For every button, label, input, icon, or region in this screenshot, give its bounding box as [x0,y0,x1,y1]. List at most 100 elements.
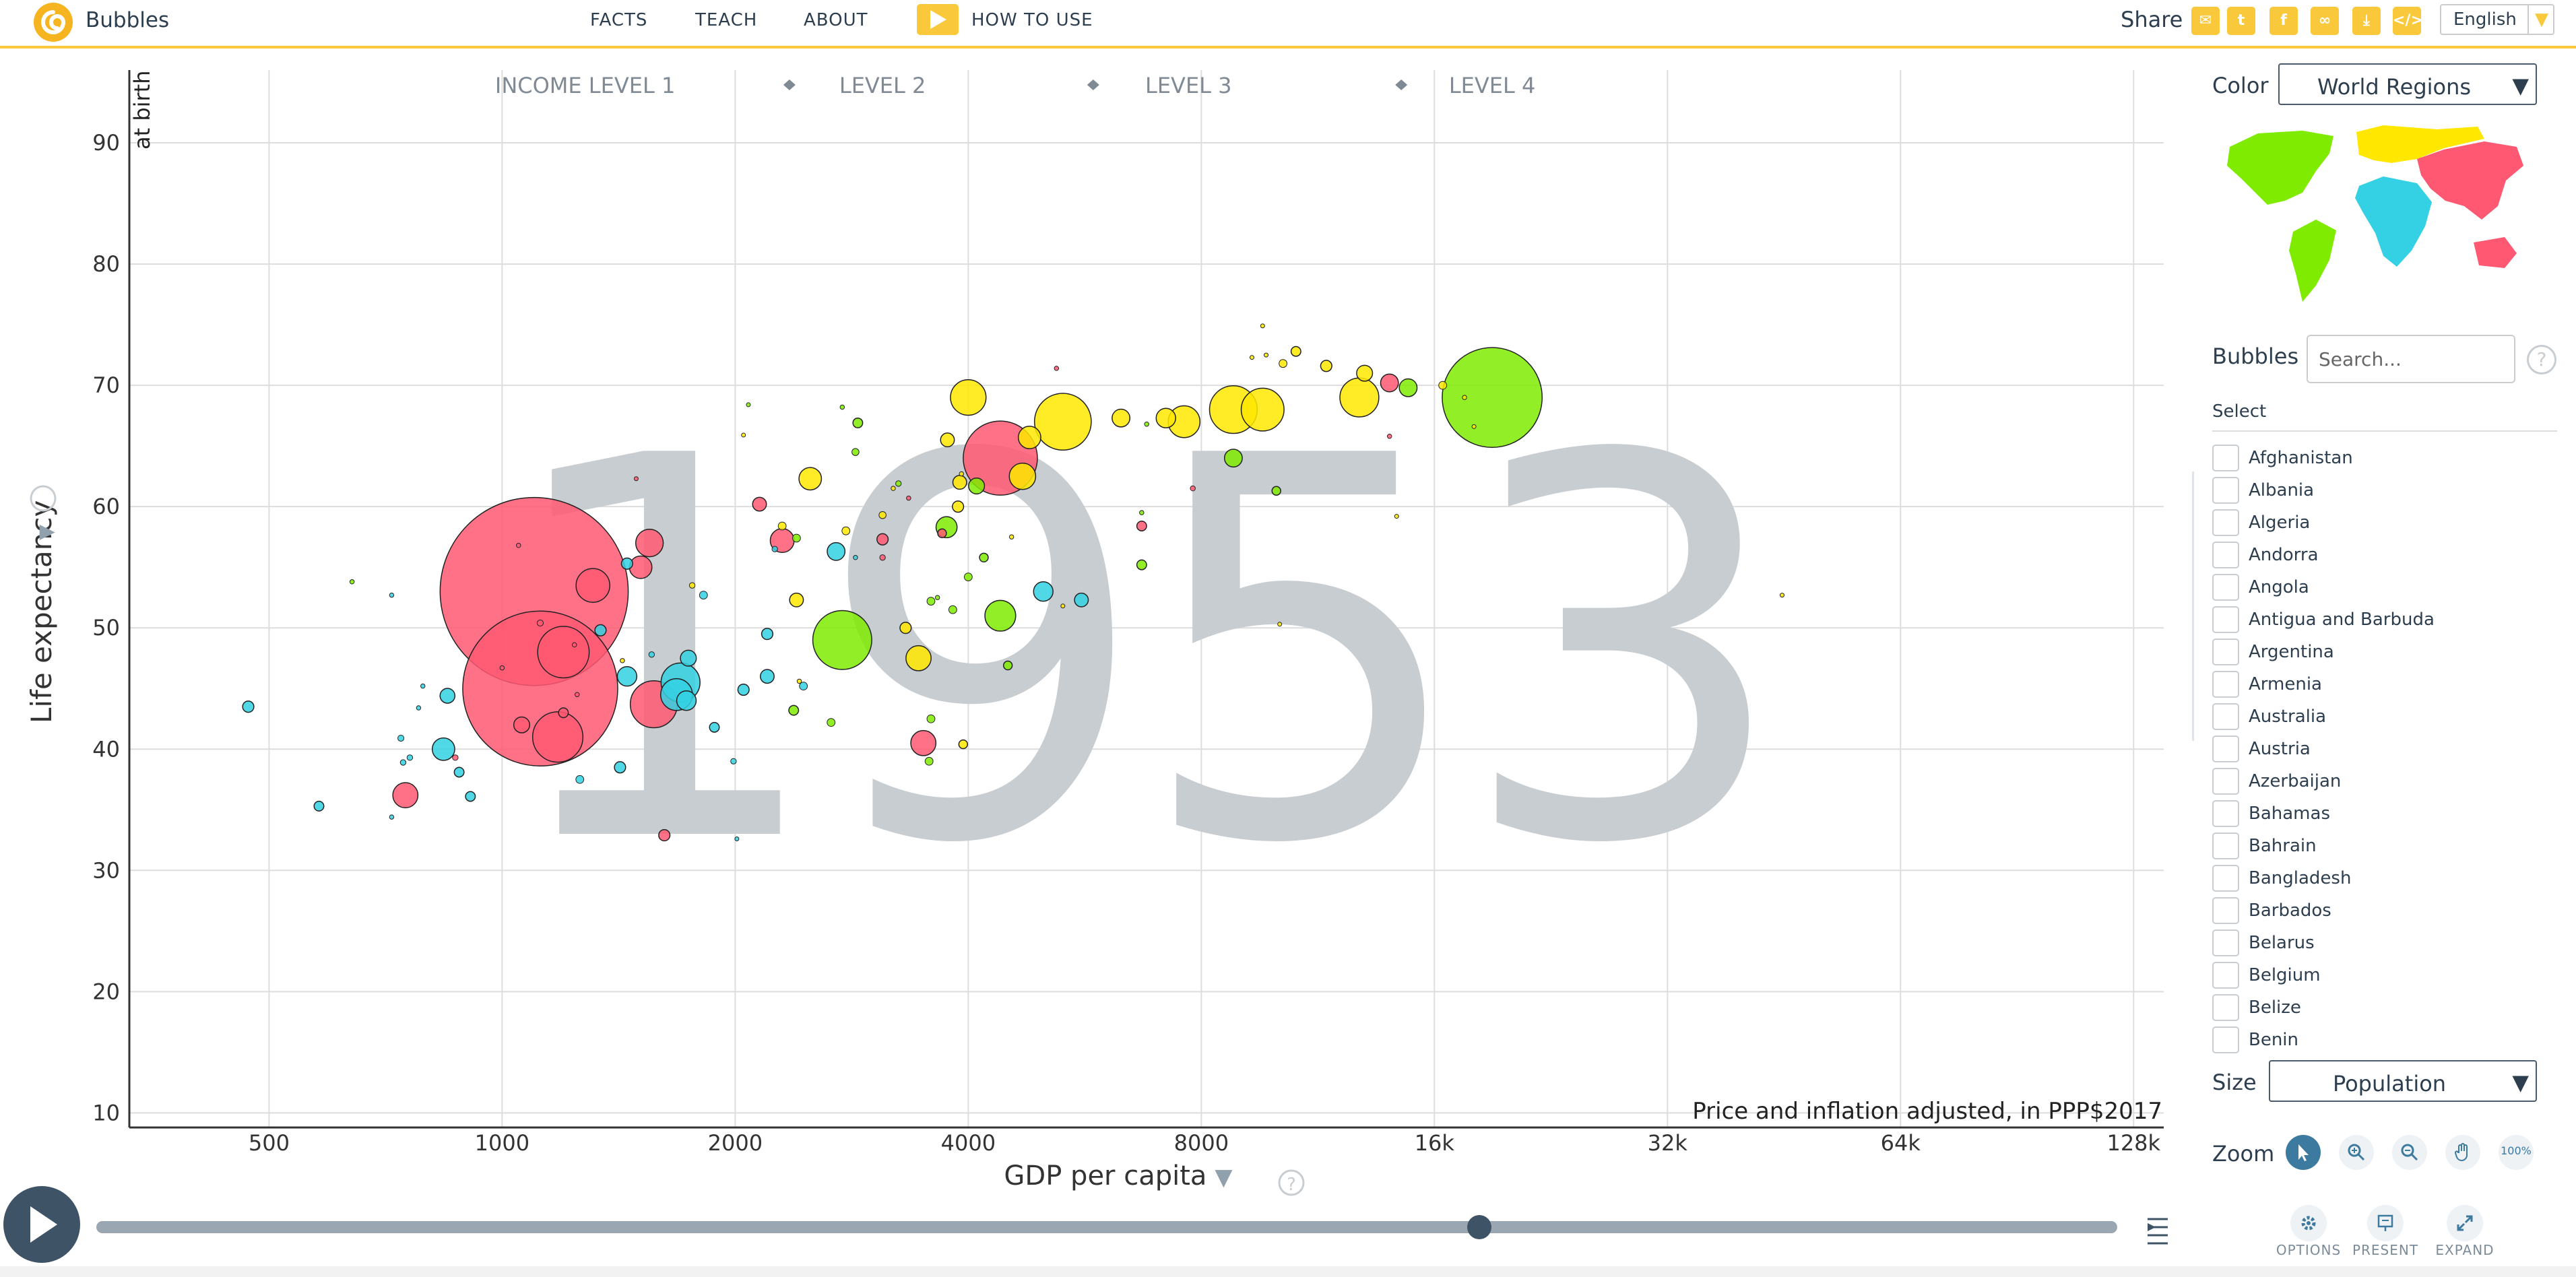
bubble[interactable] [879,554,886,561]
bubble[interactable] [1144,422,1149,427]
nav-facts[interactable]: FACTS [590,10,648,30]
mail-icon[interactable]: ✉ [2191,7,2220,35]
bubble[interactable] [979,552,989,562]
nav-how-to-use[interactable]: HOW TO USE [971,10,1093,30]
bubble[interactable] [1779,593,1784,598]
expand-button[interactable] [2447,1205,2483,1241]
country-item[interactable]: Belarus [2212,927,2576,959]
app-title[interactable]: Bubbles [86,8,170,32]
bubble[interactable] [406,754,414,761]
country-checkbox[interactable] [2212,735,2239,762]
bubble[interactable] [499,665,505,671]
country-item[interactable]: Bahamas [2212,797,2576,830]
country-item[interactable]: Bangladesh [2212,862,2576,894]
bubble[interactable] [536,619,544,627]
country-checkbox[interactable] [2212,574,2239,601]
cursor-tool-button[interactable] [2286,1135,2321,1170]
bubble[interactable] [741,432,746,438]
bubble[interactable] [575,775,585,784]
link-icon[interactable]: ∞ [2311,7,2339,35]
bubble[interactable] [798,467,823,491]
bubble[interactable] [1271,486,1281,496]
bubble[interactable] [313,800,325,812]
bubble[interactable] [899,622,912,634]
bubble[interactable] [910,729,937,756]
bubble[interactable] [572,642,577,648]
bubble[interactable] [616,666,638,687]
country-item[interactable]: Antigua and Barbuda [2212,603,2576,636]
country-checkbox[interactable] [2212,638,2239,665]
country-checkbox[interactable] [2212,1026,2239,1053]
bubble[interactable] [1290,346,1301,357]
bubble[interactable] [575,692,580,697]
country-item[interactable]: Afghanistan [2212,442,2576,474]
bubble[interactable] [688,582,696,589]
country-item[interactable]: Australia [2212,700,2576,733]
zoom-in-button[interactable] [2339,1135,2374,1170]
bubble[interactable] [788,705,800,716]
bubble[interactable] [1249,355,1254,360]
bubble[interactable] [399,759,407,766]
nav-about[interactable]: ABOUT [804,10,868,30]
twitter-icon[interactable]: t [2227,7,2255,35]
bubble[interactable] [1190,485,1196,492]
bubble[interactable] [513,716,531,733]
bubble[interactable] [934,595,940,600]
bubble[interactable] [1398,378,1418,397]
svg-text:GDP per capita▼[interactable]: GDP per capita ▼ [1004,1160,1233,1191]
africa-region[interactable] [2355,176,2432,267]
x-axis-help-icon[interactable] [1278,1169,1305,1196]
country-item[interactable]: Belize [2212,991,2576,1024]
bubble[interactable] [699,591,708,599]
bubble[interactable] [851,448,860,456]
country-list-scrollbar[interactable] [2192,471,2194,741]
bubble[interactable] [1112,408,1131,428]
bubble[interactable] [1438,381,1448,390]
country-item[interactable]: Austria [2212,733,2576,765]
bubble[interactable] [905,645,932,672]
bubble[interactable] [771,546,778,552]
bubble[interactable] [537,626,590,679]
pan-hand-button[interactable] [2445,1135,2480,1170]
country-checkbox[interactable] [2212,832,2239,859]
country-item[interactable]: Armenia [2212,668,2576,700]
zoom-out-button[interactable] [2392,1135,2427,1170]
bubble[interactable] [1240,387,1285,432]
country-checkbox[interactable] [2212,542,2239,568]
bubble[interactable] [1223,449,1243,468]
bubble[interactable] [891,486,896,491]
country-item[interactable]: Benin [2212,1024,2576,1056]
bubble[interactable] [948,605,957,614]
y-axis-help-icon[interactable] [30,485,57,512]
country-item[interactable]: Algeria [2212,506,2576,539]
bubble[interactable] [926,714,936,723]
play-button[interactable] [3,1186,80,1263]
bubble[interactable] [431,737,455,761]
bubble[interactable] [620,658,625,663]
bubble[interactable] [963,572,973,581]
size-select[interactable]: Population ▼ [2269,1060,2537,1102]
bubble[interactable] [1356,364,1374,382]
bubble[interactable] [841,526,851,535]
country-checkbox[interactable] [2212,865,2239,892]
bubble[interactable] [532,711,584,763]
bubble[interactable] [1074,592,1089,608]
gapminder-logo[interactable] [34,3,73,42]
bubble[interactable] [734,836,740,841]
country-list[interactable]: Afghanistan Albania Algeria Andorra Angola An… [2212,442,2576,1079]
bubble[interactable] [839,404,845,410]
country-checkbox[interactable] [2212,897,2239,924]
bubble[interactable] [968,478,986,495]
country-checkbox[interactable] [2212,800,2239,827]
bubble[interactable] [752,496,767,512]
present-button[interactable] [2367,1205,2404,1241]
asia-region[interactable] [2417,141,2523,220]
bubble[interactable] [926,597,936,606]
bubble[interactable] [1060,603,1066,609]
bubble[interactable] [635,528,664,558]
country-checkbox[interactable] [2212,703,2239,730]
bubble[interactable] [792,533,801,543]
bubble[interactable] [680,649,697,667]
bubble[interactable] [1394,514,1399,519]
bubble[interactable] [594,624,607,636]
